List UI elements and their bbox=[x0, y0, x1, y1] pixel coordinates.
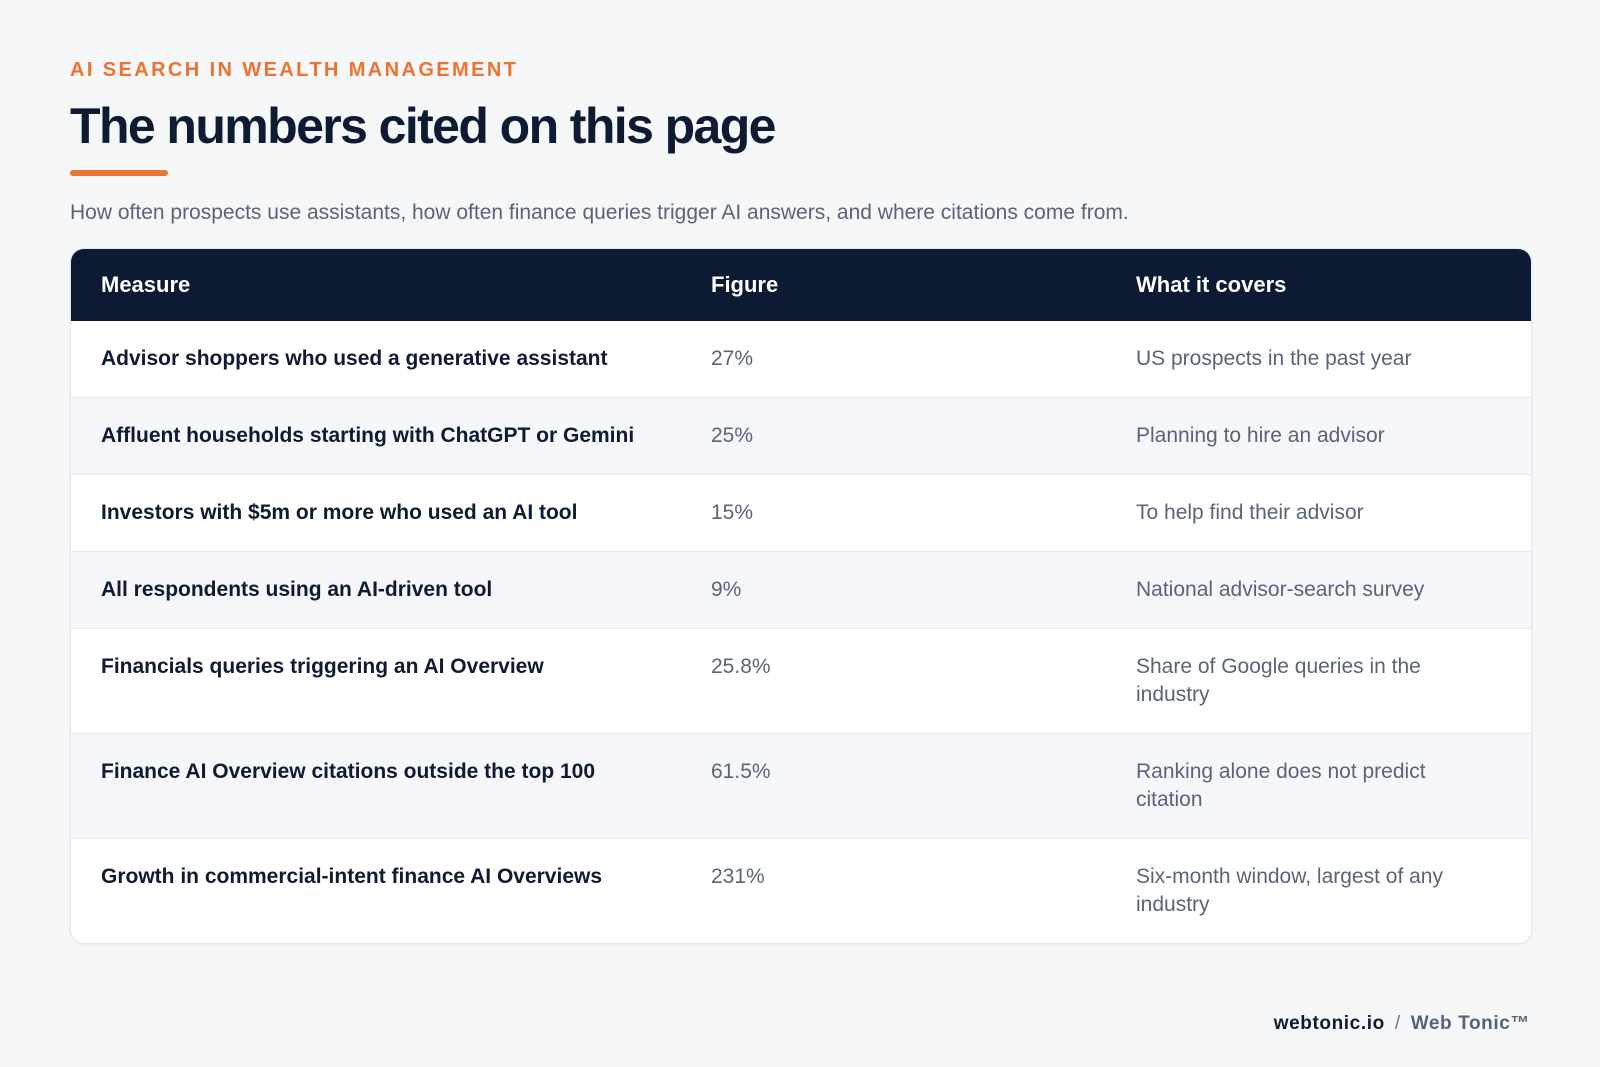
table-row: Advisor shoppers who used a generative a… bbox=[71, 321, 1531, 398]
table-row: Affluent households starting with ChatGP… bbox=[71, 397, 1531, 475]
footer-brand: Web Tonic™ bbox=[1410, 1013, 1530, 1034]
page-content: AI SEARCH IN WEALTH MANAGEMENT The numbe… bbox=[70, 58, 1532, 944]
column-header-measure: Measure bbox=[101, 272, 191, 297]
table-row: Growth in commercial-intent finance AI O… bbox=[71, 838, 1531, 944]
covers-cell: To help find their advisor bbox=[1136, 501, 1364, 524]
footer-credit: webtonic.io / Web Tonic™ bbox=[1274, 1012, 1530, 1036]
measure-cell: Finance AI Overview citations outside th… bbox=[101, 760, 596, 783]
table-header: Measure Figure What it covers bbox=[71, 249, 1531, 321]
figures-table-card: Measure Figure What it covers Advisor sh… bbox=[70, 248, 1532, 944]
covers-cell: US prospects in the past year bbox=[1136, 347, 1412, 370]
measure-cell: All respondents using an AI-driven tool bbox=[101, 578, 493, 601]
measure-cell: Financials queries triggering an AI Over… bbox=[101, 655, 544, 678]
page-subtitle: How often prospects use assistants, how … bbox=[70, 201, 1129, 224]
measure-cell: Growth in commercial-intent finance AI O… bbox=[101, 865, 603, 888]
footer-site-link[interactable]: webtonic.io bbox=[1273, 1013, 1385, 1034]
figure-cell: 9% bbox=[711, 578, 742, 601]
eyebrow-label: AI SEARCH IN WEALTH MANAGEMENT bbox=[70, 59, 519, 81]
table-row: All respondents using an AI-driven tool … bbox=[71, 551, 1531, 629]
figure-cell: 25.8% bbox=[711, 655, 771, 678]
table-body: Advisor shoppers who used a generative a… bbox=[71, 321, 1531, 943]
covers-cell: Ranking alone does not predict citation bbox=[1136, 760, 1426, 811]
column-header-covers: What it covers bbox=[1136, 272, 1287, 297]
table-header-row: Measure Figure What it covers bbox=[71, 249, 1531, 321]
figure-cell: 15% bbox=[711, 501, 754, 524]
table-row: Financials queries triggering an AI Over… bbox=[71, 628, 1531, 734]
figure-cell: 27% bbox=[711, 347, 754, 370]
title-accent-bar bbox=[70, 170, 168, 176]
covers-cell: Six-month window, largest of any industr… bbox=[1136, 865, 1443, 916]
covers-cell: National advisor-search survey bbox=[1136, 578, 1425, 601]
covers-cell: Planning to hire an advisor bbox=[1136, 424, 1385, 447]
column-header-figure: Figure bbox=[711, 272, 779, 297]
measure-cell: Advisor shoppers who used a generative a… bbox=[101, 347, 608, 370]
table-row: Investors with $5m or more who used an A… bbox=[71, 474, 1531, 552]
measure-cell: Investors with $5m or more who used an A… bbox=[101, 501, 578, 524]
footer-separator: / bbox=[1394, 1013, 1401, 1034]
figure-cell: 231% bbox=[711, 865, 765, 888]
figure-cell: 61.5% bbox=[711, 760, 771, 783]
page-title: The numbers cited on this page bbox=[70, 98, 776, 154]
table-row: Finance AI Overview citations outside th… bbox=[71, 733, 1531, 839]
measure-cell: Affluent households starting with ChatGP… bbox=[101, 424, 635, 447]
covers-cell: Share of Google queries in the industry bbox=[1136, 655, 1421, 706]
figures-table: Measure Figure What it covers Advisor sh… bbox=[71, 249, 1531, 943]
figure-cell: 25% bbox=[711, 424, 754, 447]
